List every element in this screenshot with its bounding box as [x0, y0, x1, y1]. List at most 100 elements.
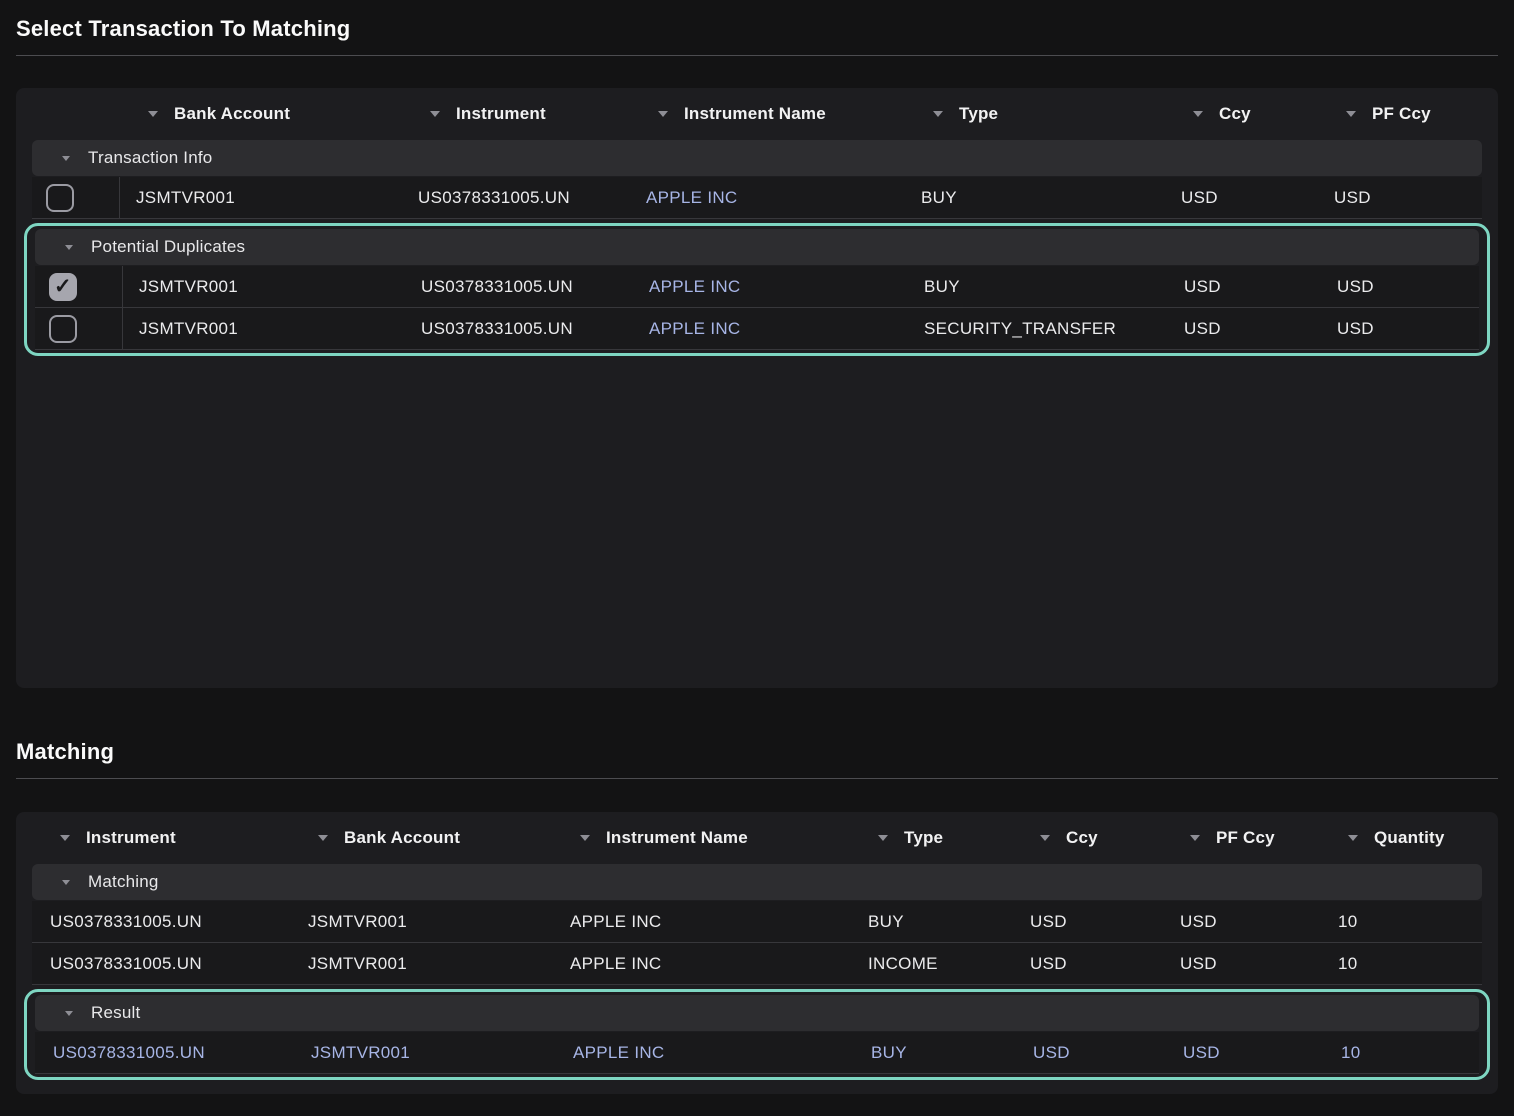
cell-type: INCOME — [868, 953, 938, 973]
column-label: Instrument — [86, 828, 176, 847]
cell-instrument-name: APPLE INC — [570, 953, 662, 973]
cell-pf-ccy: USD — [1183, 1042, 1220, 1062]
checkbox-cell — [35, 266, 123, 307]
cell-pf-ccy: USD — [1337, 276, 1374, 296]
row-checkbox[interactable] — [46, 183, 74, 212]
column-dropdown-icon[interactable] — [580, 835, 590, 841]
cell-pf-ccy: USD — [1180, 911, 1217, 931]
cell-bank-account: JSMTVR001 — [311, 1042, 411, 1062]
collapse-icon[interactable] — [62, 155, 70, 161]
checkbox-cell — [35, 308, 123, 349]
header-cell-bank-account[interactable]: Bank Account — [290, 828, 552, 848]
cell-instrument: US0378331005.UN — [50, 911, 202, 931]
column-dropdown-icon[interactable] — [1346, 111, 1356, 117]
column-dropdown-icon[interactable] — [1040, 835, 1050, 841]
cell-bank-account: JSMTVR001 — [139, 318, 239, 338]
row-checkbox[interactable] — [49, 314, 77, 343]
header-cell-type[interactable]: Type — [850, 828, 1012, 848]
column-label: Instrument Name — [684, 104, 826, 123]
column-dropdown-icon[interactable] — [148, 111, 158, 117]
cell-instrument: US0378331005.UN — [53, 1042, 205, 1062]
header-cell-bank-account[interactable]: Bank Account — [120, 104, 402, 124]
potential-duplicates-highlight: Potential Duplicates JSMTVR001 US0378331… — [24, 223, 1490, 356]
column-label: Bank Account — [344, 828, 461, 847]
collapse-icon[interactable] — [65, 244, 73, 250]
group-label: Matching — [88, 872, 159, 891]
header-cell-ccy[interactable]: Ccy — [1165, 104, 1318, 124]
cell-instrument: US0378331005.UN — [418, 187, 570, 207]
column-dropdown-icon[interactable] — [878, 835, 888, 841]
group-header-transaction-info[interactable]: Transaction Info — [32, 140, 1482, 176]
cell-quantity: 10 — [1338, 953, 1358, 973]
cell-pf-ccy: USD — [1337, 318, 1374, 338]
column-dropdown-icon[interactable] — [430, 111, 440, 117]
cell-ccy: USD — [1184, 276, 1221, 296]
header-cell-quantity[interactable]: Quantity — [1320, 828, 1482, 848]
column-dropdown-icon[interactable] — [658, 111, 668, 117]
cell-type: BUY — [868, 911, 904, 931]
cell-instrument-name: APPLE INC — [649, 318, 741, 338]
column-dropdown-icon[interactable] — [60, 835, 70, 841]
cell-ccy: USD — [1181, 187, 1218, 207]
cell-type: BUY — [921, 187, 957, 207]
header-cell-ccy[interactable]: Ccy — [1012, 828, 1162, 848]
header-cell-pf-ccy[interactable]: PF Ccy — [1318, 104, 1482, 124]
cell-type: SECURITY_TRANSFER — [924, 318, 1117, 338]
group-label: Transaction Info — [88, 148, 213, 167]
table-row[interactable]: US0378331005.UN JSMTVR001 APPLE INC INCO… — [32, 943, 1482, 985]
cell-type: BUY — [924, 276, 960, 296]
page-title: Select Transaction To Matching — [16, 16, 351, 41]
table-row[interactable]: US0378331005.UN JSMTVR001 APPLE INC BUY … — [32, 901, 1482, 943]
cell-instrument-name: APPLE INC — [646, 187, 738, 207]
group-header-result[interactable]: Result — [35, 995, 1479, 1031]
cell-bank-account: JSMTVR001 — [139, 276, 239, 296]
column-label: Instrument Name — [606, 828, 748, 847]
group-label: Result — [91, 1003, 141, 1022]
collapse-icon[interactable] — [65, 1010, 73, 1016]
cell-instrument: US0378331005.UN — [50, 953, 202, 973]
header-cell-type[interactable]: Type — [905, 104, 1165, 124]
header-cell-pf-ccy[interactable]: PF Ccy — [1162, 828, 1320, 848]
column-dropdown-icon[interactable] — [318, 835, 328, 841]
cell-pf-ccy: USD — [1334, 187, 1371, 207]
cell-bank-account: JSMTVR001 — [136, 187, 236, 207]
title-divider — [16, 55, 1498, 56]
cell-instrument-name: APPLE INC — [573, 1042, 665, 1062]
matching-table: Instrument Bank Account Instrument Name … — [16, 812, 1498, 1094]
title-divider — [16, 778, 1498, 779]
header-cell-instrument-name[interactable]: Instrument Name — [630, 104, 905, 124]
checkbox-cell — [32, 177, 120, 218]
table-row[interactable]: JSMTVR001 US0378331005.UN APPLE INC SECU… — [35, 308, 1479, 350]
row-checkbox[interactable] — [49, 272, 77, 301]
header-cell-instrument-name[interactable]: Instrument Name — [552, 828, 850, 848]
cell-ccy: USD — [1184, 318, 1221, 338]
table-row[interactable]: JSMTVR001 US0378331005.UN APPLE INC BUY … — [35, 266, 1479, 308]
column-dropdown-icon[interactable] — [1348, 835, 1358, 841]
cell-ccy: USD — [1033, 1042, 1070, 1062]
cell-instrument-name: APPLE INC — [649, 276, 741, 296]
cell-instrument-name: APPLE INC — [570, 911, 662, 931]
result-row[interactable]: US0378331005.UN JSMTVR001 APPLE INC BUY … — [35, 1032, 1479, 1074]
column-label: Type — [904, 828, 944, 847]
column-dropdown-icon[interactable] — [1190, 835, 1200, 841]
matching-section-title: Matching — [16, 739, 115, 764]
column-label: Ccy — [1219, 104, 1251, 123]
header-cell-instrument[interactable]: Instrument — [32, 828, 290, 848]
group-label: Potential Duplicates — [91, 237, 246, 256]
column-label: PF Ccy — [1372, 104, 1431, 123]
cell-quantity: 10 — [1338, 911, 1358, 931]
column-label: Bank Account — [174, 104, 291, 123]
group-header-matching[interactable]: Matching — [32, 864, 1482, 900]
column-dropdown-icon[interactable] — [1193, 111, 1203, 117]
header-cell-instrument[interactable]: Instrument — [402, 104, 630, 124]
column-label: Quantity — [1374, 828, 1445, 847]
group-header-potential-duplicates[interactable]: Potential Duplicates — [35, 229, 1479, 265]
cell-type: BUY — [871, 1042, 907, 1062]
collapse-icon[interactable] — [62, 879, 70, 885]
table-header-row: Bank Account Instrument Instrument Name … — [32, 88, 1482, 140]
select-transaction-table: Bank Account Instrument Instrument Name … — [16, 88, 1498, 688]
table-row[interactable]: JSMTVR001 US0378331005.UN APPLE INC BUY … — [32, 177, 1482, 219]
cell-instrument: US0378331005.UN — [421, 276, 573, 296]
column-label: PF Ccy — [1216, 828, 1275, 847]
column-dropdown-icon[interactable] — [933, 111, 943, 117]
